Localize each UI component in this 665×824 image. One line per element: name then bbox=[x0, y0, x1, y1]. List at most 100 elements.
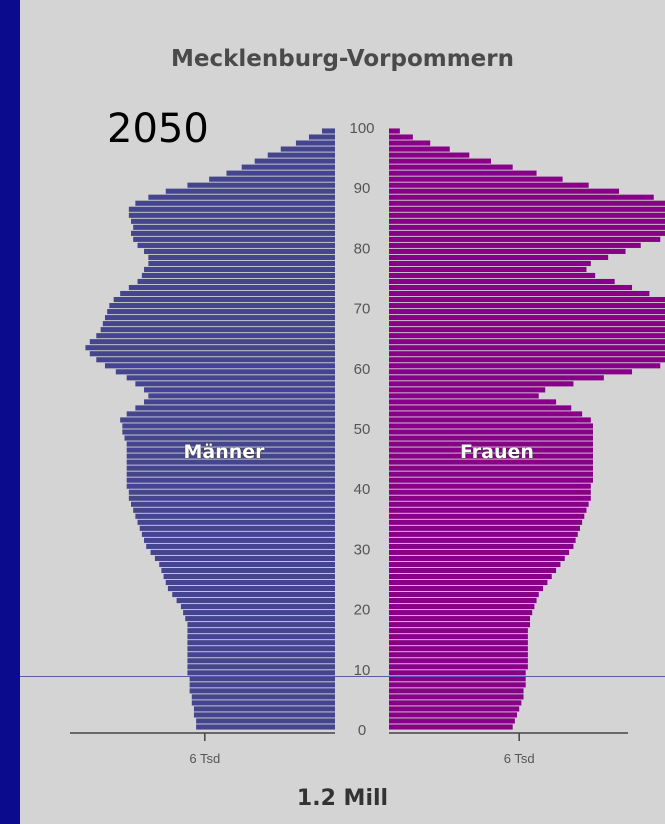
female-bar bbox=[389, 483, 591, 489]
female-bar bbox=[389, 206, 665, 212]
female-bar bbox=[389, 616, 531, 622]
male-bar bbox=[189, 688, 335, 694]
female-bar bbox=[389, 598, 537, 604]
male-bar bbox=[133, 507, 335, 513]
male-bar bbox=[133, 224, 335, 230]
male-bar bbox=[128, 489, 335, 495]
male-bar bbox=[191, 700, 335, 706]
female-bar bbox=[389, 260, 591, 267]
axes bbox=[70, 732, 628, 741]
male-bar bbox=[128, 495, 335, 501]
female-bar bbox=[389, 646, 528, 652]
female-bar bbox=[389, 297, 665, 303]
female-bar bbox=[389, 579, 548, 586]
male-bar bbox=[144, 399, 335, 405]
male-bar bbox=[187, 646, 335, 652]
female-bar bbox=[389, 664, 528, 670]
male-bar bbox=[137, 242, 335, 248]
female-bar bbox=[389, 694, 524, 700]
labels: 0 10 20 30 40 50 60 70 80 90 100 6 Tsd 6 Tsd Männer Fr… bbox=[183, 120, 535, 766]
male-bar bbox=[295, 140, 335, 146]
female-bar bbox=[389, 706, 520, 712]
male-bar bbox=[122, 423, 335, 429]
female-bar bbox=[389, 477, 593, 483]
female-bar bbox=[389, 290, 650, 297]
female-bar bbox=[389, 585, 544, 592]
male-bar bbox=[189, 682, 335, 688]
male-bar bbox=[96, 357, 335, 363]
female-bar bbox=[389, 411, 583, 417]
age-tick-label: 40 bbox=[354, 481, 371, 498]
female-bar bbox=[389, 363, 661, 369]
male-bar bbox=[126, 471, 336, 477]
female-bar bbox=[389, 146, 450, 152]
female-bar bbox=[389, 567, 557, 574]
female-bar bbox=[389, 561, 561, 568]
male-bar bbox=[120, 290, 335, 297]
female-bar bbox=[389, 375, 604, 381]
male-bar bbox=[267, 152, 335, 158]
male-bar bbox=[196, 718, 335, 724]
female-bar bbox=[389, 303, 665, 309]
male-bar bbox=[241, 164, 335, 170]
female-bar bbox=[389, 351, 665, 357]
male-bar bbox=[89, 351, 335, 357]
x-tick-label-left: 6 Tsd bbox=[189, 751, 220, 766]
male-bar bbox=[308, 134, 335, 140]
male-bar bbox=[135, 405, 335, 411]
male-bar bbox=[128, 212, 335, 218]
chart-title: Mecklenburg-Vorpommern bbox=[171, 46, 514, 72]
age-tick-label: 0 bbox=[358, 722, 366, 739]
male-bar bbox=[165, 188, 335, 194]
male-bar bbox=[146, 543, 335, 549]
female-bar bbox=[389, 501, 589, 507]
male-bar bbox=[128, 206, 335, 212]
female-bar bbox=[389, 321, 665, 327]
female-bar bbox=[389, 315, 665, 321]
male-bar bbox=[280, 146, 335, 152]
female-bar bbox=[389, 152, 470, 158]
female-bar bbox=[389, 417, 591, 423]
female-bar bbox=[389, 670, 526, 676]
male-bar bbox=[126, 411, 336, 417]
female-bar bbox=[389, 676, 526, 682]
male-bar bbox=[187, 634, 335, 640]
female-bar bbox=[389, 272, 596, 279]
male-bar bbox=[104, 315, 335, 321]
male-bar bbox=[135, 513, 335, 519]
female-bar bbox=[389, 327, 665, 333]
female-bar bbox=[389, 284, 633, 291]
female-bar bbox=[389, 230, 665, 236]
male-bar bbox=[187, 622, 335, 628]
series-label-female: Frauen bbox=[460, 441, 534, 463]
male-bar bbox=[144, 537, 335, 543]
x-tick-label-right: 6 Tsd bbox=[504, 751, 535, 766]
female-bar bbox=[389, 658, 528, 664]
age-tick-label: 100 bbox=[349, 120, 374, 137]
male-bar bbox=[141, 531, 335, 537]
male-bar bbox=[185, 616, 335, 622]
female-bar bbox=[389, 236, 661, 242]
male-bar bbox=[150, 549, 335, 555]
male-bar bbox=[133, 236, 335, 242]
male-bar bbox=[183, 610, 335, 616]
male-bar bbox=[189, 676, 335, 682]
male-bar bbox=[131, 230, 335, 236]
female-bar bbox=[389, 447, 593, 453]
female-bar bbox=[389, 212, 665, 218]
female-bar bbox=[389, 573, 552, 580]
male-bar bbox=[137, 278, 335, 285]
male-bar bbox=[148, 393, 335, 399]
female-bar bbox=[389, 405, 572, 411]
male-bar bbox=[96, 333, 335, 339]
male-bar bbox=[321, 128, 335, 134]
female-bar bbox=[389, 604, 535, 610]
female-bar bbox=[389, 170, 537, 176]
male-bar bbox=[126, 441, 336, 447]
female-bar bbox=[389, 507, 587, 513]
female-bar bbox=[389, 537, 576, 543]
age-tick-label: 20 bbox=[354, 602, 371, 619]
female-bar bbox=[389, 134, 413, 140]
female-bars bbox=[389, 128, 665, 730]
